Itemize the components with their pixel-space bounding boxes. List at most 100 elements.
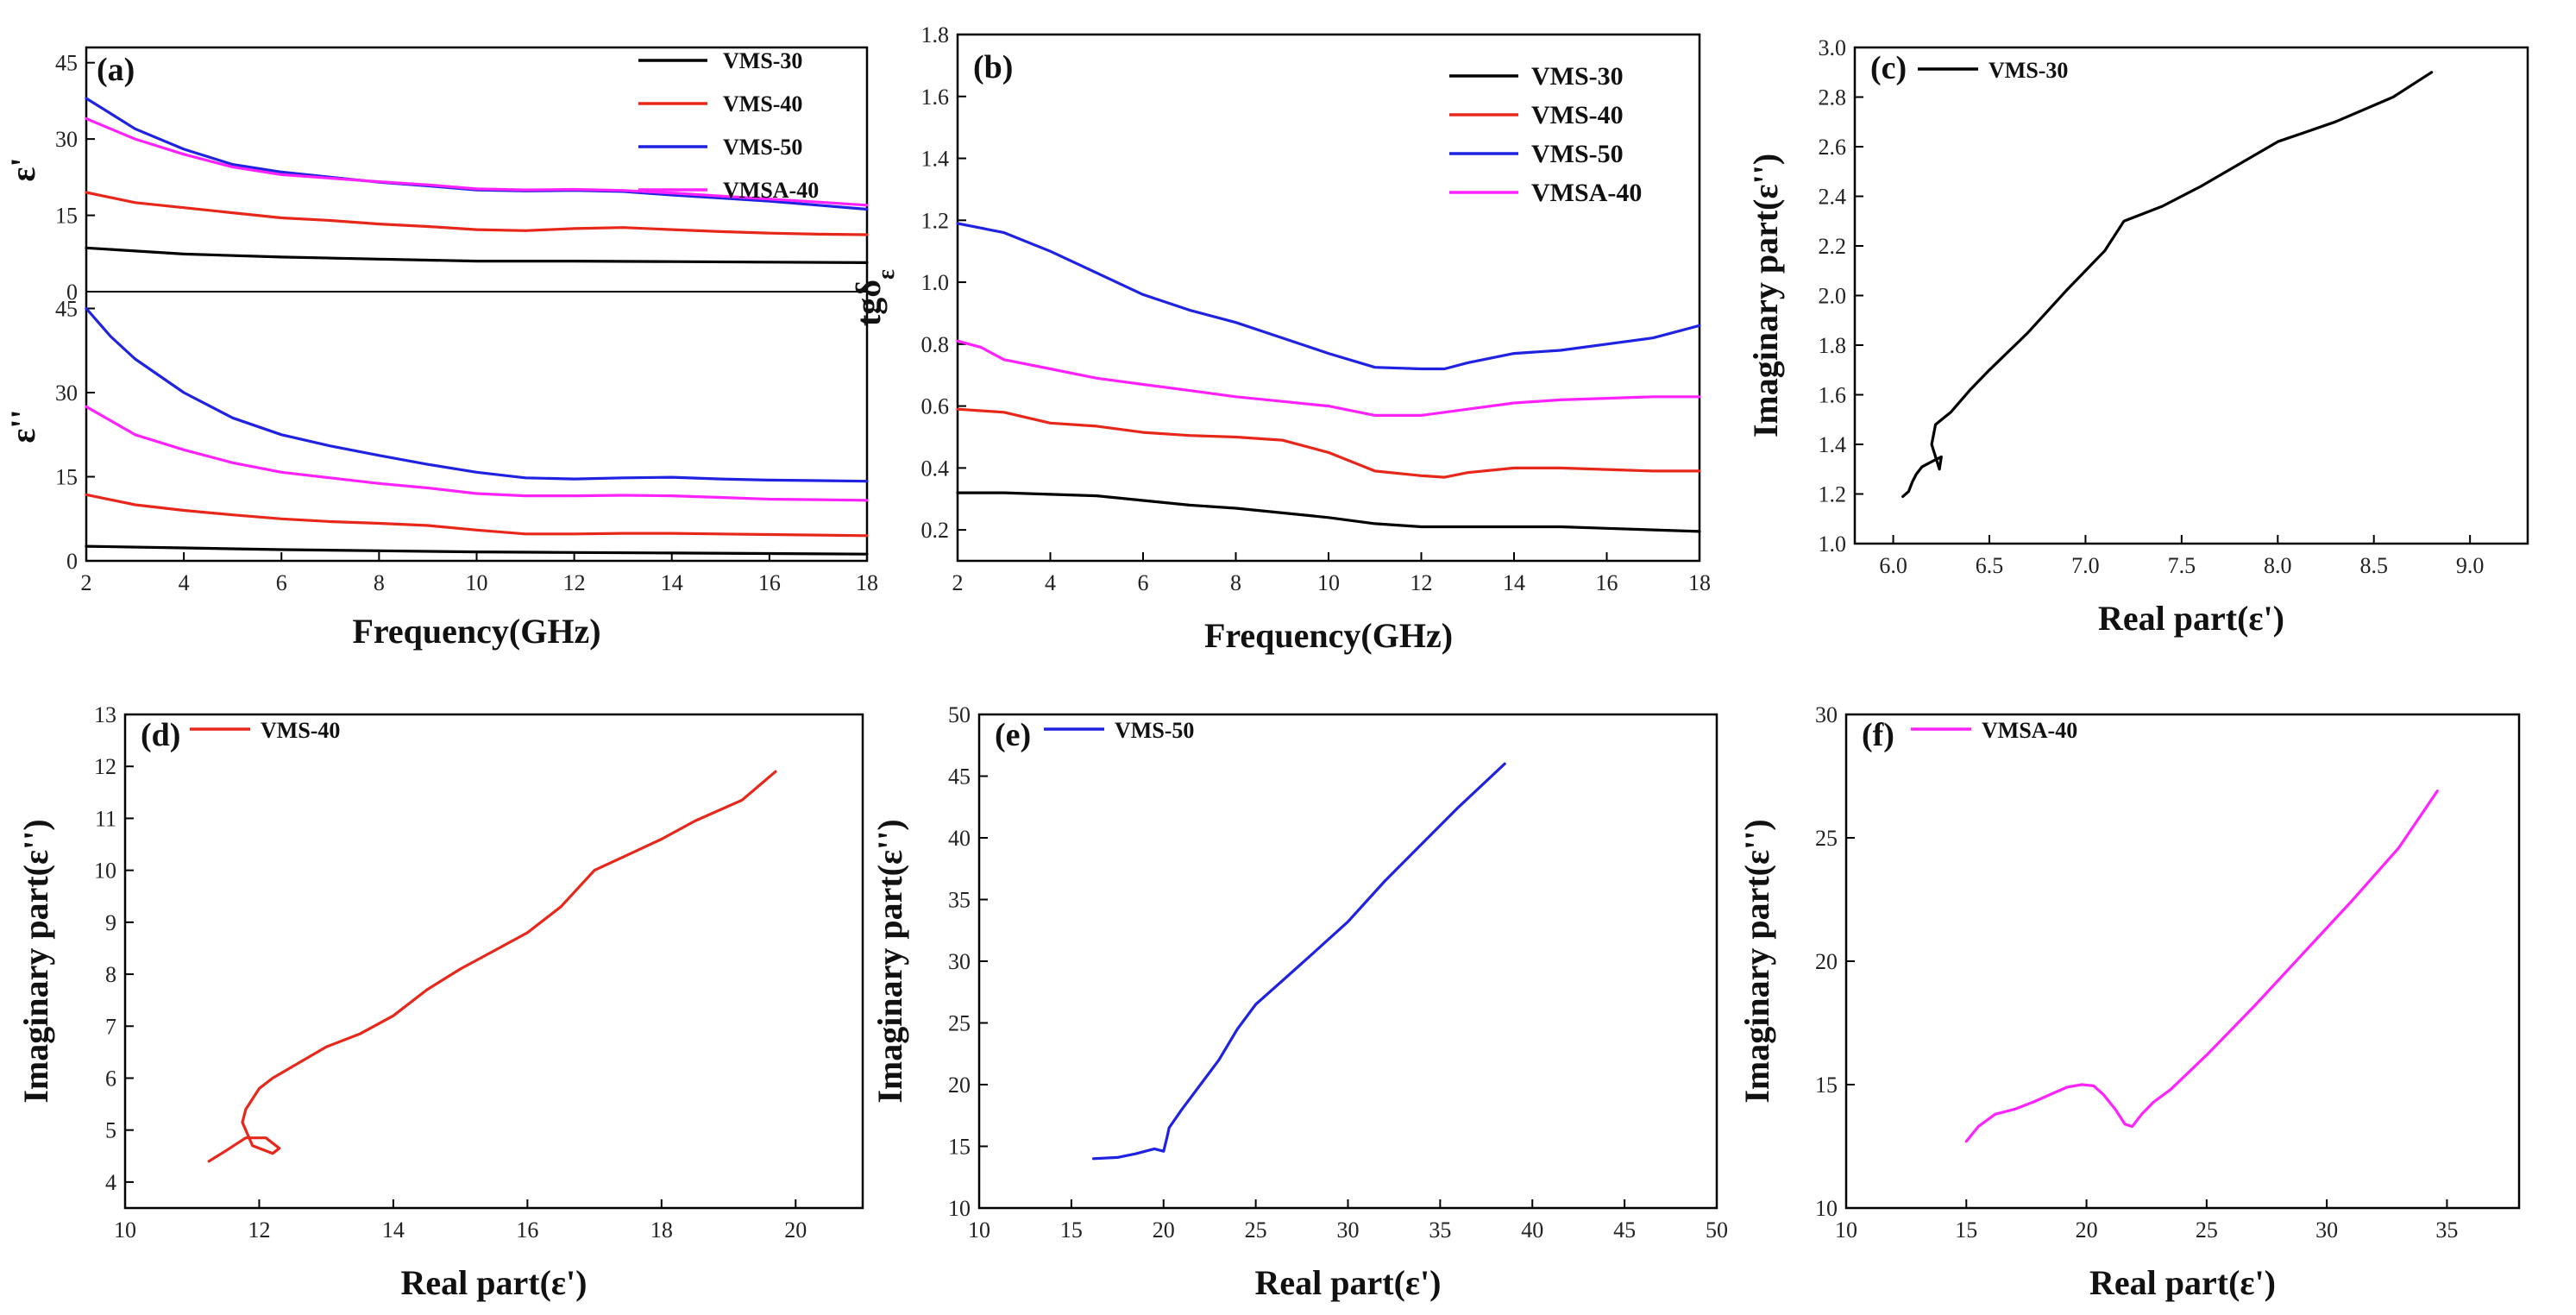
panel-e-ytick-label: 45 [948, 764, 971, 790]
panel-e-xtick-label: 50 [1706, 1217, 1728, 1243]
panel-e-ytick-label: 40 [948, 826, 971, 851]
panel-f-ylabel: Imaginary part(ε'') [1737, 819, 1776, 1103]
panel-a-legend-label: VMS-30 [723, 48, 802, 73]
panel-a-xtick-label: 10 [466, 570, 488, 595]
panel-a-sub1-ytick-label: 45 [55, 297, 78, 322]
panel-a-sub0-ytick-label: 0 [66, 280, 78, 305]
panel-a-sub1-series-vms-30 [85, 544, 869, 556]
panel-b-xtick-label: 10 [1317, 570, 1340, 595]
panel-f-xtick-label: 35 [2435, 1217, 2458, 1243]
panel-f-xlabel: Real part(ε') [2089, 1263, 2276, 1302]
panel-b-legend-label: VMS-40 [1531, 101, 1624, 129]
panel-a-xlabel: Frequency(GHz) [352, 612, 600, 651]
panel-b-ytick-label: 0.2 [921, 518, 950, 543]
panel-b-ylabel: tgδε [849, 269, 900, 326]
panel-d-xtick-label: 16 [516, 1217, 538, 1243]
panel-c: 6.0 6.5 7.0 7.5 8.0 8.5 9.0 1.0 1.2 1.4 1.6 1.8 2.0 2… [1746, 35, 2529, 638]
panel-c-xtick-label: 6.0 [1879, 553, 1907, 578]
panel-c-xtick-label: 8.0 [2264, 553, 2292, 578]
panel-d-xtick-label: 20 [784, 1217, 807, 1243]
panel-c-ytick-label: 1.4 [1819, 432, 1847, 457]
panel-a-frame [85, 46, 869, 563]
panel-a-xtick-label: 6 [276, 570, 287, 595]
panel-b-panel-label: (b) [973, 49, 1013, 85]
panel-f: 10 15 20 25 30 35 10 15 20 25 30 Real part(ε') Imagi… [1737, 702, 2521, 1302]
panel-e-xtick-label: 40 [1521, 1217, 1543, 1243]
panel-c-ytick-label: 1.8 [1819, 333, 1847, 358]
panel-c-series-vms-30 [1901, 71, 2434, 498]
panel-e-xlabel: Real part(ε') [1255, 1263, 1442, 1302]
panel-a-sub1-ytick-label: 0 [66, 549, 78, 574]
panel-f-panel-label: (f) [1862, 717, 1894, 753]
panel-c-xtick-label: 9.0 [2456, 553, 2485, 578]
panel-d-ytick-label: 5 [105, 1118, 116, 1143]
panel-f-xtick-label: 25 [2196, 1217, 2218, 1243]
panel-a-sub0-series-vms-30 [85, 246, 869, 264]
panel-a-legend-label: VMS-40 [723, 91, 802, 116]
panel-a-xtick-label: 2 [81, 570, 92, 595]
panel-a-xtick-label: 12 [563, 570, 586, 595]
panel-d-legend-label: VMS-40 [261, 718, 340, 743]
panel-e-legend-label: VMS-50 [1115, 718, 1194, 743]
panel-d-ytick-label: 6 [105, 1066, 116, 1091]
panel-b-legend-label: VMSA-40 [1531, 179, 1642, 207]
panel-d-ytick-label: 13 [94, 702, 116, 727]
panel-d-panel-label: (d) [141, 717, 180, 753]
panel-e-xtick-label: 10 [968, 1217, 990, 1243]
panel-d: 10 12 14 16 18 20 4 5 6 7 8 9 10 11 12 13 Real part(ε') I… [16, 702, 864, 1302]
panel-e-ylabel: Imaginary part(ε'') [870, 819, 909, 1103]
panel-b-series-vms-40 [956, 407, 1701, 479]
panel-c-xlabel: Real part(ε') [2098, 599, 2284, 638]
panel-b-series-vms-30 [956, 491, 1701, 533]
panel-f-ytick-label: 25 [1815, 826, 1838, 851]
panel-a-sub1-ylabel: ε'' [3, 409, 42, 443]
panel-e-panel-label: (e) [995, 717, 1031, 753]
panel-b-xlabel: Frequency(GHz) [1204, 616, 1453, 655]
panel-e-xtick-label: 35 [1429, 1217, 1451, 1243]
panel-f-ytick-label: 30 [1815, 702, 1838, 727]
panel-a-legend-label: VMSA-40 [723, 178, 819, 203]
panel-b-ylabel-subscript: ε [873, 269, 900, 280]
panel-c-ytick-label: 1.0 [1819, 532, 1847, 557]
panel-b-xtick-label: 2 [952, 570, 964, 595]
panel-e-xtick-label: 20 [1153, 1217, 1175, 1243]
panel-c-ytick-label: 1.6 [1819, 383, 1847, 408]
panel-e-xtick-label: 15 [1060, 1217, 1083, 1243]
panel-f-xtick-label: 30 [2315, 1217, 2338, 1243]
panel-f-ytick-label: 20 [1815, 949, 1838, 974]
panel-d-frame [123, 713, 864, 1210]
panel-b-ytick-label: 0.8 [921, 332, 950, 357]
panel-d-ytick-label: 12 [94, 754, 116, 779]
panel-d-xtick-label: 14 [382, 1217, 405, 1243]
panel-c-xtick-label: 6.5 [1976, 553, 2004, 578]
panel-e-ytick-label: 25 [948, 1011, 971, 1036]
panel-b-xtick-label: 14 [1503, 570, 1525, 595]
panel-b-ytick-label: 0.4 [921, 456, 950, 481]
panel-d-xtick-label: 18 [650, 1217, 673, 1243]
panel-a-sub1-series-vms-50 [85, 306, 869, 483]
panel-a-sub1-ytick-label: 30 [55, 381, 78, 406]
panel-e-series-vms-50 [1091, 762, 1506, 1161]
panel-a-xtick-label: 8 [374, 570, 385, 595]
panel-e-ytick-label: 20 [948, 1073, 971, 1098]
panel-b-ytick-label: 0.6 [921, 394, 950, 419]
panel-f-xtick-label: 15 [1955, 1217, 1977, 1243]
panel-c-xtick-label: 8.5 [2359, 553, 2388, 578]
panel-e-xtick-label: 25 [1245, 1217, 1267, 1243]
panel-c-ytick-label: 2.0 [1819, 284, 1847, 309]
panel-d-xtick-label: 10 [114, 1217, 136, 1243]
panel-f-xtick-label: 10 [1835, 1217, 1857, 1243]
panel-a-xtick-label: 14 [661, 570, 683, 595]
panel-c-legend-label: VMS-30 [1989, 58, 2068, 83]
panel-d-ytick-label: 9 [105, 910, 116, 935]
panel-b: 2 4 6 8 10 12 14 16 18 0.2 0.4 0.6 0.8 1.0 1.2 1.4 1.6 1.… [849, 22, 1711, 655]
panel-a-sub1-series-vms-40 [85, 493, 869, 538]
panel-e-ytick-label: 30 [948, 949, 971, 974]
panel-e-ytick-label: 50 [948, 702, 971, 727]
panel-f-ytick-label: 15 [1815, 1073, 1838, 1098]
panel-b-xtick-label: 4 [1045, 570, 1056, 595]
panel-f-ytick-label: 10 [1815, 1196, 1838, 1221]
panel-a-legend-label: VMS-50 [723, 135, 802, 160]
panel-b-xtick-label: 18 [1688, 570, 1711, 595]
